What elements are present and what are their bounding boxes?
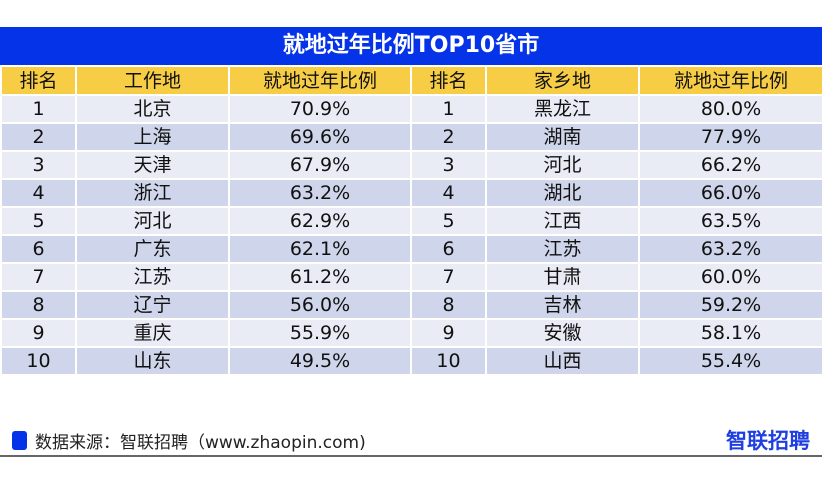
rank-cell: 8 bbox=[410, 290, 487, 320]
ratio-cell: 59.2% bbox=[638, 290, 822, 320]
rank-cell: 7 bbox=[410, 262, 487, 292]
rank-cell: 2 bbox=[0, 122, 77, 152]
hometown-cell: 湖南 bbox=[485, 122, 640, 152]
header-ratio: 就地过年比例 bbox=[228, 65, 412, 96]
hometown-cell: 江西 bbox=[485, 206, 640, 236]
ratio-cell: 62.9% bbox=[228, 206, 412, 236]
hometown-cell: 江苏 bbox=[485, 234, 640, 264]
rank-cell: 10 bbox=[410, 346, 487, 376]
rank-cell: 3 bbox=[410, 150, 487, 180]
table-row: 8 辽宁 56.0% 8 吉林 59.2% bbox=[0, 290, 822, 320]
ratio-cell: 55.4% bbox=[638, 346, 822, 376]
rank-cell: 3 bbox=[0, 150, 77, 180]
work-place-cell: 山东 bbox=[75, 346, 230, 376]
table-row: 9 重庆 55.9% 9 安徽 58.1% bbox=[0, 318, 822, 348]
rank-cell: 1 bbox=[410, 94, 487, 124]
ratio-cell: 63.5% bbox=[638, 206, 822, 236]
table-row: 6 广东 62.1% 6 江苏 63.2% bbox=[0, 234, 822, 264]
ratio-cell: 56.0% bbox=[228, 290, 412, 320]
header-row: 排名 工作地 就地过年比例 排名 家乡地 就地过年比例 bbox=[0, 65, 822, 96]
rank-cell: 4 bbox=[0, 178, 77, 208]
footer-divider bbox=[0, 455, 822, 457]
hometown-cell: 河北 bbox=[485, 150, 640, 180]
table-row: 1 北京 70.9% 1 黑龙江 80.0% bbox=[0, 94, 822, 124]
table-row: 4 浙江 63.2% 4 湖北 66.0% bbox=[0, 178, 822, 208]
ratio-cell: 66.0% bbox=[638, 178, 822, 208]
work-place-cell: 河北 bbox=[75, 206, 230, 236]
hometown-cell: 甘肃 bbox=[485, 262, 640, 292]
source-note: 数据来源：智联招聘（www.zhaopin.com) bbox=[12, 428, 366, 453]
table-row: 10 山东 49.5% 10 山西 55.4% bbox=[0, 346, 822, 376]
table-row: 3 天津 67.9% 3 河北 66.2% bbox=[0, 150, 822, 180]
rank-cell: 6 bbox=[410, 234, 487, 264]
zhaopin-logo: 智联招聘 bbox=[726, 429, 810, 453]
work-place-cell: 江苏 bbox=[75, 262, 230, 292]
source-text: 数据来源：智联招聘（www.zhaopin.com) bbox=[35, 433, 366, 453]
work-place-cell: 浙江 bbox=[75, 178, 230, 208]
blue-square-icon bbox=[12, 431, 27, 450]
work-place-cell: 北京 bbox=[75, 94, 230, 124]
ratio-cell: 69.6% bbox=[228, 122, 412, 152]
header-rank: 排名 bbox=[0, 65, 77, 96]
hometown-cell: 山西 bbox=[485, 346, 640, 376]
ratio-cell: 58.1% bbox=[638, 318, 822, 348]
rank-cell: 8 bbox=[0, 290, 77, 320]
ratio-cell: 66.2% bbox=[638, 150, 822, 180]
rank-cell: 5 bbox=[410, 206, 487, 236]
work-place-cell: 重庆 bbox=[75, 318, 230, 348]
header-ratio: 就地过年比例 bbox=[638, 65, 822, 96]
hometown-cell: 湖北 bbox=[485, 178, 640, 208]
rank-cell: 1 bbox=[0, 94, 77, 124]
table-row: 5 河北 62.9% 5 江西 63.5% bbox=[0, 206, 822, 236]
hometown-cell: 吉林 bbox=[485, 290, 640, 320]
rank-cell: 2 bbox=[410, 122, 487, 152]
ratio-cell: 60.0% bbox=[638, 262, 822, 292]
table-title: 就地过年比例TOP10省市 bbox=[0, 27, 822, 65]
header-hometown: 家乡地 bbox=[485, 65, 640, 96]
rank-cell: 6 bbox=[0, 234, 77, 264]
hometown-cell: 黑龙江 bbox=[485, 94, 640, 124]
table-row: 2 上海 69.6% 2 湖南 77.9% bbox=[0, 122, 822, 152]
ratio-cell: 55.9% bbox=[228, 318, 412, 348]
ranking-table: 排名 工作地 就地过年比例 排名 家乡地 就地过年比例 1 北京 70.9% 1 黑龙江… bbox=[0, 65, 822, 376]
rank-cell: 10 bbox=[0, 346, 77, 376]
header-rank: 排名 bbox=[410, 65, 487, 96]
ratio-cell: 62.1% bbox=[228, 234, 412, 264]
work-place-cell: 上海 bbox=[75, 122, 230, 152]
ratio-cell: 80.0% bbox=[638, 94, 822, 124]
rank-cell: 5 bbox=[0, 206, 77, 236]
hometown-cell: 安徽 bbox=[485, 318, 640, 348]
rank-cell: 9 bbox=[410, 318, 487, 348]
ratio-cell: 49.5% bbox=[228, 346, 412, 376]
ratio-cell: 70.9% bbox=[228, 94, 412, 124]
ratio-cell: 67.9% bbox=[228, 150, 412, 180]
ratio-cell: 63.2% bbox=[638, 234, 822, 264]
header-work-place: 工作地 bbox=[75, 65, 230, 96]
work-place-cell: 辽宁 bbox=[75, 290, 230, 320]
rank-cell: 4 bbox=[410, 178, 487, 208]
table-row: 7 江苏 61.2% 7 甘肃 60.0% bbox=[0, 262, 822, 292]
ratio-cell: 63.2% bbox=[228, 178, 412, 208]
ratio-cell: 61.2% bbox=[228, 262, 412, 292]
work-place-cell: 天津 bbox=[75, 150, 230, 180]
rank-cell: 7 bbox=[0, 262, 77, 292]
work-place-cell: 广东 bbox=[75, 234, 230, 264]
rank-cell: 9 bbox=[0, 318, 77, 348]
ratio-cell: 77.9% bbox=[638, 122, 822, 152]
